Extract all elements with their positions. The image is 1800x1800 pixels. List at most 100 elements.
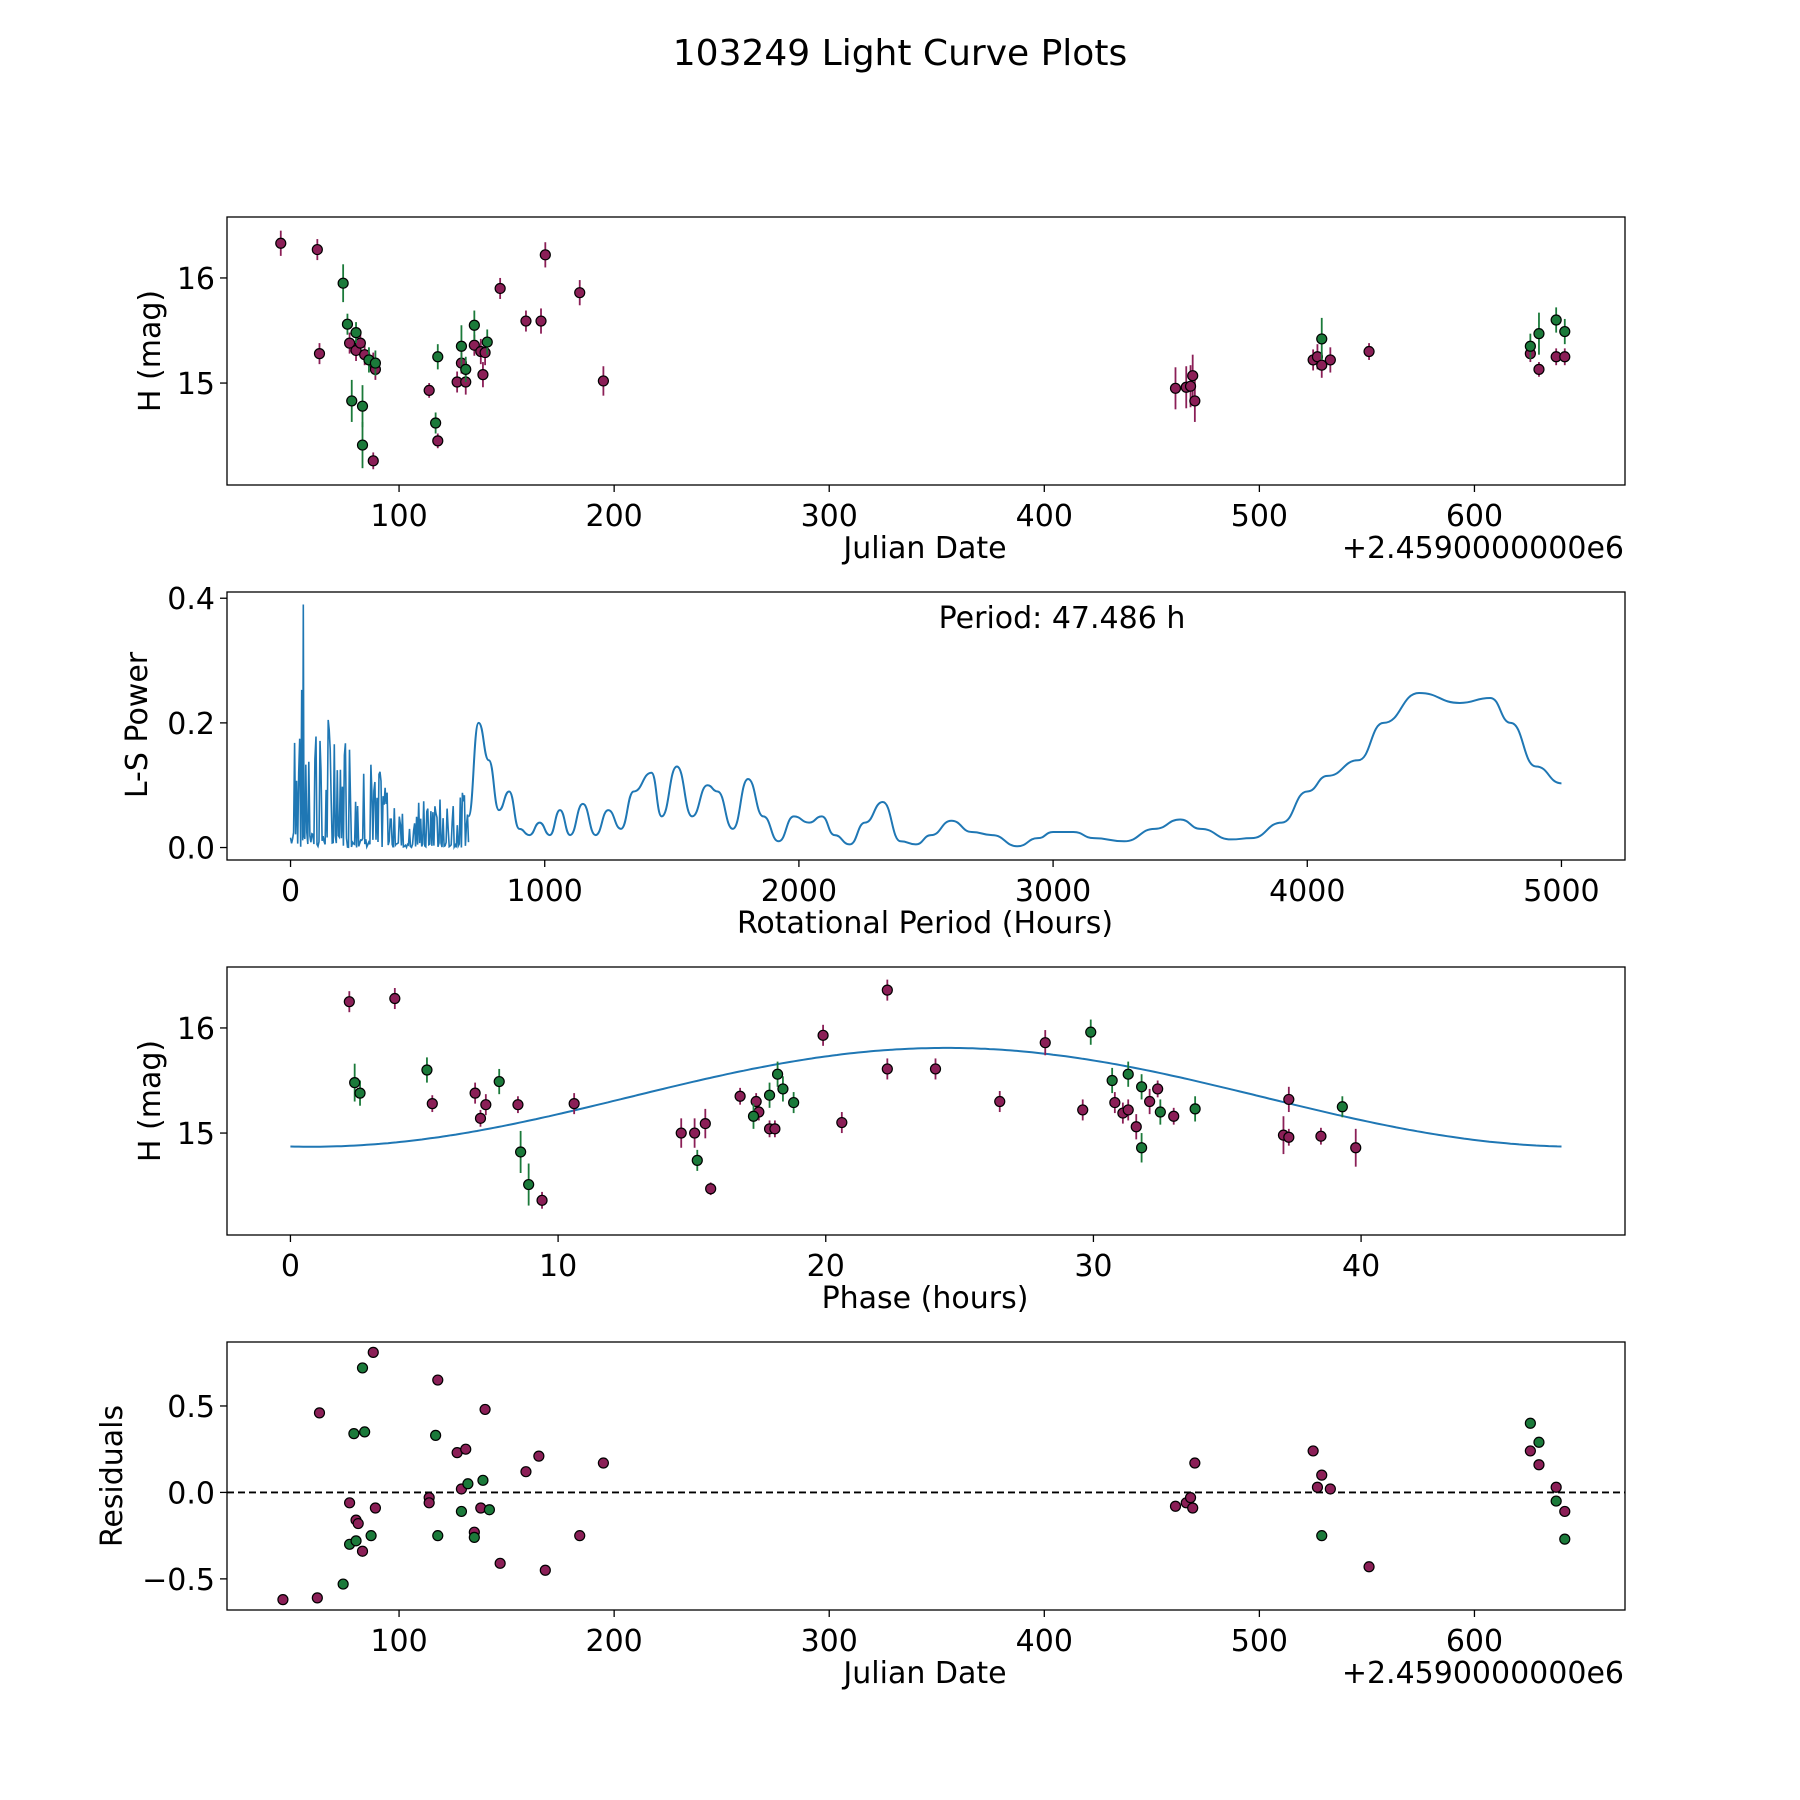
phased-point-group_a bbox=[1039, 1037, 1051, 1049]
phased-point-group_b bbox=[1136, 1081, 1148, 1093]
lightcurve-point-group_a bbox=[1187, 370, 1199, 382]
residuals-point-group_a bbox=[479, 1403, 491, 1416]
lightcurve-point-group_b bbox=[468, 319, 480, 331]
phased-point-group_a bbox=[1152, 1083, 1164, 1095]
lightcurve-point-group_b bbox=[430, 417, 442, 429]
phased-point-group_a bbox=[881, 1063, 893, 1075]
lightcurve-point-group_b bbox=[337, 277, 349, 289]
phased-point-group_a bbox=[1350, 1142, 1362, 1154]
periodogram-ytick-label: 0.0 bbox=[167, 832, 215, 867]
phased-frame bbox=[226, 966, 1626, 1236]
phased-point-group_a bbox=[705, 1183, 717, 1195]
residuals-point-group_b bbox=[350, 1535, 362, 1547]
residuals-point-group_a bbox=[1169, 1500, 1182, 1512]
phased-point-group_a bbox=[568, 1098, 580, 1110]
lightcurve-ylabel: H (mag) bbox=[133, 290, 168, 412]
phased-xtick-label: 30 bbox=[1074, 1249, 1112, 1284]
lightcurve-point-group_a bbox=[1533, 363, 1545, 375]
phased-point-group_a bbox=[480, 1099, 492, 1111]
residuals-point-group_b bbox=[455, 1505, 468, 1518]
periodogram-xtick-label: 1000 bbox=[507, 874, 583, 909]
lightcurve-point-group_a bbox=[311, 243, 323, 256]
phased-point-group_a bbox=[536, 1194, 548, 1206]
phased-point-group_b bbox=[1154, 1106, 1166, 1118]
periodogram-annotation: Period: 47.486 h bbox=[939, 601, 1186, 636]
lightcurve-point-group_b bbox=[1559, 325, 1571, 338]
residuals-point-group_b bbox=[468, 1531, 480, 1543]
residuals-point-group_a bbox=[423, 1497, 435, 1509]
periodogram-xlabel: Rotational Period (Hours) bbox=[737, 906, 1113, 941]
residuals-point-group_a bbox=[1363, 1561, 1375, 1573]
phased-point-group_a bbox=[994, 1095, 1006, 1108]
phased-point-group_a bbox=[389, 992, 401, 1005]
periodogram-panel: 0 1000 2000 3000 4000 5000 0.0 0.2 0.4 bbox=[167, 582, 1626, 909]
residuals-point-group_a bbox=[1550, 1481, 1562, 1493]
phased-point-group_a bbox=[1168, 1110, 1180, 1122]
residuals-point-group_a bbox=[1187, 1502, 1199, 1514]
residuals-xlabel: Julian Date bbox=[841, 1656, 1006, 1691]
phased-point-group_a bbox=[929, 1063, 942, 1075]
residuals-point-group_a bbox=[1184, 1492, 1197, 1504]
residuals-point-group_a bbox=[1311, 1481, 1324, 1493]
residuals-point-group_a bbox=[1307, 1445, 1319, 1457]
lightcurve-point-group_b bbox=[341, 318, 354, 330]
phased-point-group_b bbox=[763, 1089, 776, 1101]
lightcurve-point-group_b bbox=[481, 336, 493, 348]
residuals-ylabel: Residuals bbox=[95, 1405, 130, 1547]
residuals-point-group_b bbox=[356, 1362, 369, 1374]
lightcurve-point-group_a bbox=[1324, 354, 1336, 366]
lightcurve-point-group_a bbox=[479, 346, 491, 359]
residuals-point-group_a bbox=[1324, 1483, 1336, 1495]
residuals-point-group_b bbox=[432, 1530, 444, 1542]
lightcurve-xtick-label: 200 bbox=[586, 499, 643, 534]
lightcurve-point-group_b bbox=[350, 327, 362, 339]
residuals-point-group_a bbox=[1189, 1457, 1201, 1469]
residuals-xtick-label: 500 bbox=[1231, 1624, 1288, 1659]
phased-point-group_a bbox=[836, 1116, 848, 1129]
residuals-point-group_a bbox=[1559, 1505, 1571, 1518]
lightcurve-point-group_a bbox=[574, 287, 586, 299]
lightcurve-point-group_b bbox=[432, 351, 444, 363]
residuals-xtick-label: 400 bbox=[1016, 1624, 1073, 1659]
lightcurve-point-group_a bbox=[1184, 380, 1197, 392]
periodogram-ytick-label: 0.2 bbox=[167, 707, 215, 742]
periodogram-xtick-label: 5000 bbox=[1523, 874, 1599, 909]
lightcurve-point-group_a bbox=[1169, 382, 1182, 394]
phased-point-group_a bbox=[689, 1127, 701, 1139]
lightcurve-point-group_a bbox=[1363, 345, 1375, 358]
lightcurve-point-group_b bbox=[1316, 333, 1328, 345]
residuals-point-group_a bbox=[539, 1564, 551, 1576]
residuals-point-group_b bbox=[1533, 1436, 1545, 1448]
lightcurve-point-group_a bbox=[275, 237, 287, 249]
periodogram-xtick-label: 0 bbox=[281, 874, 300, 909]
phased-point-group_a bbox=[817, 1029, 829, 1041]
phased-panel: 0 10 20 30 40 15 16 bbox=[177, 966, 1626, 1284]
lightcurve-point-group_a bbox=[539, 249, 551, 261]
residuals-ytick-label: 0.0 bbox=[167, 1476, 215, 1511]
phased-point-group_a bbox=[469, 1087, 481, 1099]
lightcurve-xtick-label: 600 bbox=[1446, 499, 1503, 534]
phased-xtick-label: 0 bbox=[281, 1249, 300, 1284]
residuals-point-group_a bbox=[367, 1346, 379, 1358]
phased-point-group_a bbox=[1122, 1104, 1134, 1116]
residuals-point-group_a bbox=[343, 1497, 356, 1509]
residuals-point-group_b bbox=[1524, 1417, 1536, 1429]
phased-point-group_b bbox=[1122, 1068, 1134, 1080]
phased-point-group_b bbox=[777, 1083, 789, 1095]
lightcurve-point-group_b bbox=[346, 395, 358, 407]
residuals-point-group_a bbox=[494, 1557, 506, 1569]
residuals-point-group_b bbox=[477, 1474, 489, 1486]
phased-point-group_b bbox=[691, 1154, 703, 1166]
residuals-frame bbox=[226, 1341, 1626, 1611]
phased-point-group_b bbox=[1189, 1103, 1201, 1115]
residuals-xtick-label: 100 bbox=[370, 1624, 427, 1659]
phased-ylabel: H (mag) bbox=[133, 1040, 168, 1162]
periodogram-xtick-label: 2000 bbox=[761, 874, 837, 909]
periodogram-xtick-label: 3000 bbox=[1015, 874, 1091, 909]
residuals-point-group_a bbox=[574, 1530, 586, 1542]
lightcurve-ytick-label: 15 bbox=[177, 367, 215, 402]
lightcurve-xtick-label: 400 bbox=[1016, 499, 1073, 534]
phased-point-group_a bbox=[1283, 1131, 1295, 1143]
lightcurve-point-group_a bbox=[535, 315, 547, 327]
residuals-point-group_b bbox=[483, 1504, 495, 1516]
